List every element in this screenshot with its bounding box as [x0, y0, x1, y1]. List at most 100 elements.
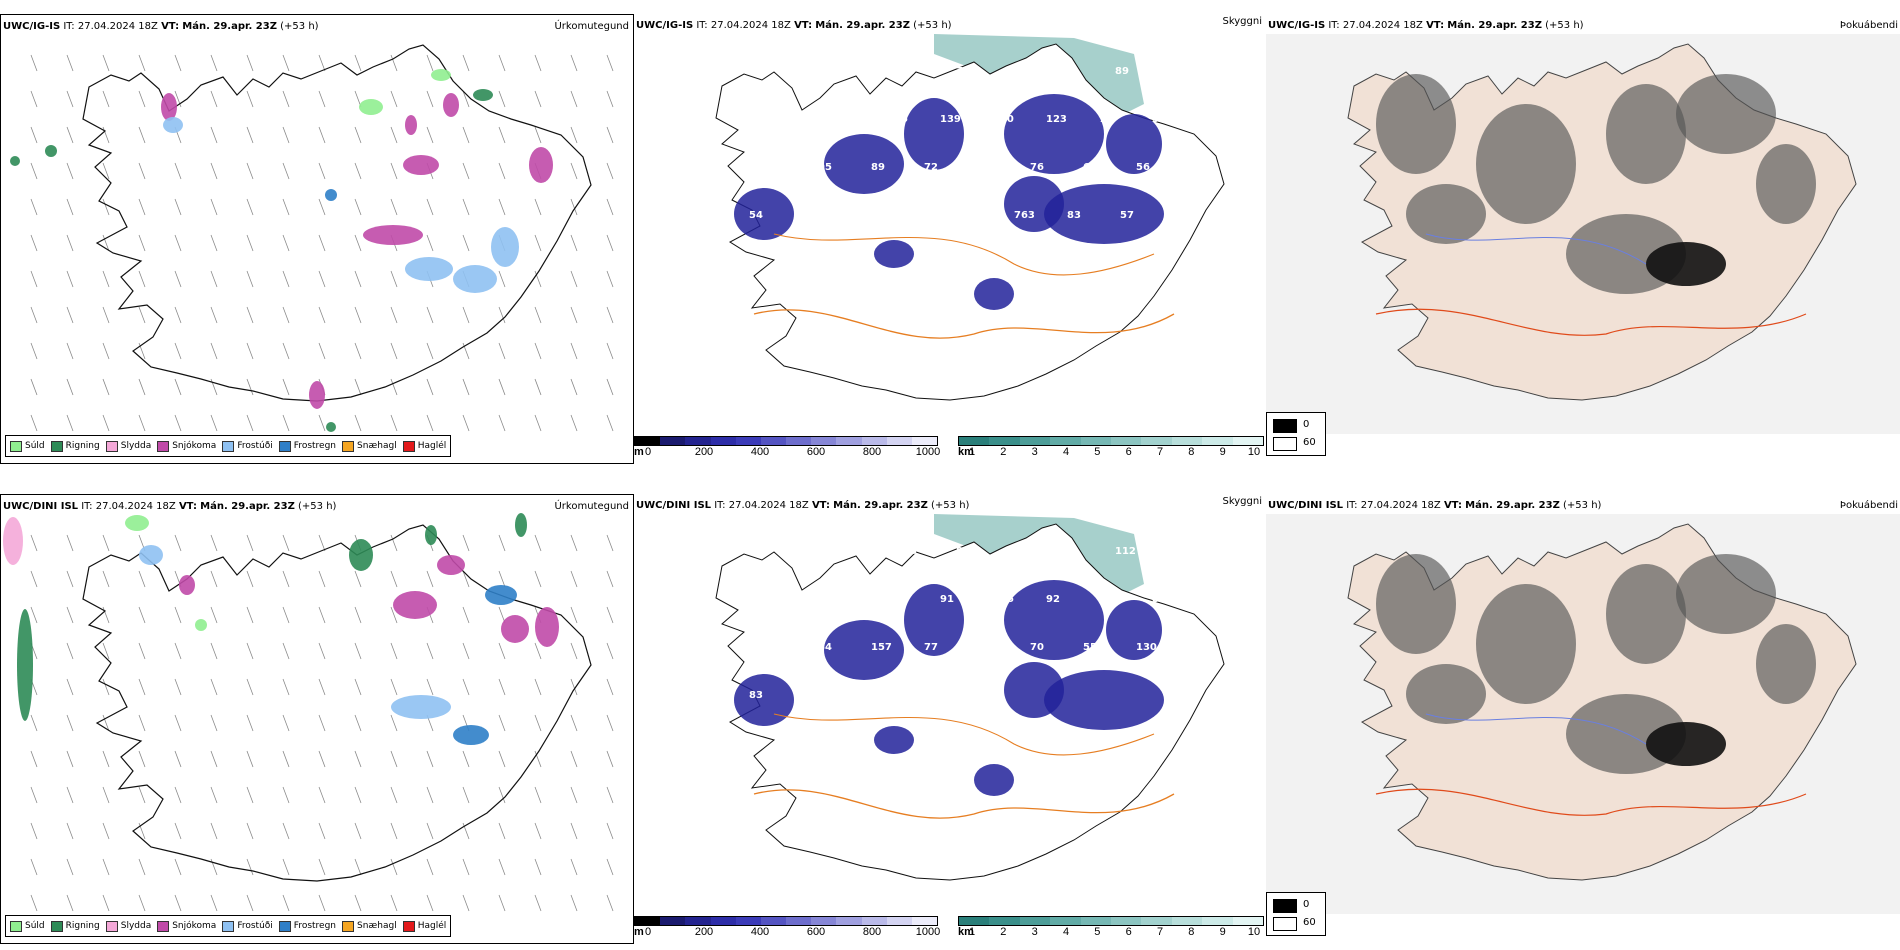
- visibility-value: 72: [924, 162, 938, 173]
- colorbar-tick-label: 9: [1219, 926, 1226, 938]
- wind-barb: [498, 126, 506, 144]
- road-line: [1375, 308, 1807, 336]
- wind-barb: [462, 570, 470, 588]
- visibility-value: 55: [1083, 642, 1097, 653]
- wind-barb: [102, 54, 110, 72]
- visibility-value: 763: [1014, 210, 1035, 221]
- legend-swatch: [10, 440, 22, 452]
- visibility-value: 97: [855, 210, 869, 221]
- wind-barb: [390, 54, 398, 72]
- wind-barb: [246, 606, 254, 624]
- colorbar-unit: m: [634, 446, 644, 458]
- wind-barb: [102, 642, 110, 660]
- wind-barb: [534, 126, 542, 144]
- colorbar-swatch: [836, 437, 862, 445]
- wind-barb: [282, 714, 290, 732]
- visibility-value: 86: [802, 210, 816, 221]
- wind-barb: [498, 162, 506, 180]
- colorbar-tick-label: 200: [694, 926, 714, 938]
- wind-barb: [498, 714, 506, 732]
- panel-title: UWC/IG-IS IT: 27.04.2024 18Z VT: Mán. 29…: [636, 20, 952, 31]
- wind-barb: [30, 378, 38, 396]
- visibility-value: 67: [797, 66, 811, 77]
- wind-barb: [354, 126, 362, 144]
- wind-barb: [30, 306, 38, 324]
- legend-swatch: [402, 920, 415, 932]
- visibility-value: 107: [908, 210, 929, 221]
- wind-barb: [354, 570, 362, 588]
- colorbar-swatch: [1080, 437, 1112, 445]
- wind-barb: [174, 714, 182, 732]
- wind-barb: [606, 570, 614, 588]
- wind-barb: [570, 162, 578, 180]
- visibility-colorbar: km 1 2 3 4 5 6 7 8 9 10: [958, 436, 1264, 460]
- wind-barb: [498, 642, 506, 660]
- legend-swatch: [10, 920, 22, 932]
- precip-area: [453, 725, 489, 745]
- wind-barb: [30, 534, 38, 552]
- wind-barb: [318, 414, 326, 432]
- wind-barb: [282, 858, 290, 876]
- colorbar-swatches: [634, 436, 938, 446]
- precip-area: [405, 115, 417, 135]
- wind-barb: [66, 786, 74, 804]
- wind-barb: [354, 822, 362, 840]
- precip-legend-item: Snjókoma: [157, 920, 216, 932]
- colorbar-tick-label: 200: [694, 446, 714, 458]
- colorbar-tick-label: 1: [968, 926, 976, 938]
- wind-barb: [66, 198, 74, 216]
- wind-barb: [30, 90, 38, 108]
- wind-barb: [390, 606, 398, 624]
- precip-area: [179, 575, 195, 595]
- wind-barb: [30, 750, 38, 768]
- wind-barb: [174, 606, 182, 624]
- legend-label: Súld: [25, 921, 45, 931]
- precip-legend-item: Snæhagl: [342, 440, 397, 452]
- colorbar-ticks: km 1 2 3 4 5 6 7 8 9 10: [958, 446, 1264, 460]
- legend-label: Snæhagl: [357, 441, 397, 451]
- wind-barb: [426, 858, 434, 876]
- fog-shading: [1606, 84, 1686, 184]
- wind-barb: [318, 534, 326, 552]
- precip-type-panel-row1: UWC/IG-IS IT: 27.04.2024 18Z VT: Mán. 29…: [0, 14, 634, 464]
- wind-barb: [390, 534, 398, 552]
- colorbar-swatch: [886, 437, 912, 445]
- colorbar-tick-label: 9: [1219, 446, 1226, 458]
- wind-barb: [462, 234, 470, 252]
- precip-area: [437, 555, 465, 575]
- wind-barb: [534, 642, 542, 660]
- visibility-value: 78: [765, 642, 779, 653]
- colorbar-swatch: [1141, 437, 1172, 445]
- wind-barb: [102, 714, 110, 732]
- precip-legend-item: Rigning: [50, 920, 100, 932]
- wind-barb: [318, 306, 326, 324]
- legend-label: Haglél: [417, 921, 447, 931]
- wind-barb: [570, 342, 578, 360]
- precip-legend-item: Frostúði: [222, 440, 273, 452]
- legend-label: Frostúði: [237, 921, 273, 931]
- wind-barb: [390, 162, 398, 180]
- wind-barb: [570, 54, 578, 72]
- river-line: [1425, 713, 1647, 745]
- panel-title: UWC/IG-IS IT: 27.04.2024 18Z VT: Mán. 29…: [3, 21, 319, 32]
- wind-barb: [282, 570, 290, 588]
- legend-label: Rigning: [65, 921, 100, 931]
- wind-barb: [390, 198, 398, 216]
- visibility-value: 57: [1120, 210, 1134, 221]
- wind-barb: [102, 342, 110, 360]
- visibility-value: 77: [1168, 66, 1182, 77]
- wind-barb: [246, 858, 254, 876]
- wind-barb: [66, 678, 74, 696]
- wind-barb: [174, 858, 182, 876]
- visibility-value: 138: [908, 690, 929, 701]
- visibility-value: 56: [1136, 162, 1150, 173]
- visibility-colorbar: km 1 2 3 4 5 6 7 8 9 10: [958, 916, 1264, 940]
- precip-map: [10, 44, 614, 432]
- wind-barb: [246, 414, 254, 432]
- wind-barb: [246, 90, 254, 108]
- low-visibility-area: [734, 188, 794, 240]
- wind-barb: [174, 270, 182, 288]
- low-visibility-area: [824, 134, 904, 194]
- wind-barb: [426, 894, 434, 912]
- wind-barb: [102, 198, 110, 216]
